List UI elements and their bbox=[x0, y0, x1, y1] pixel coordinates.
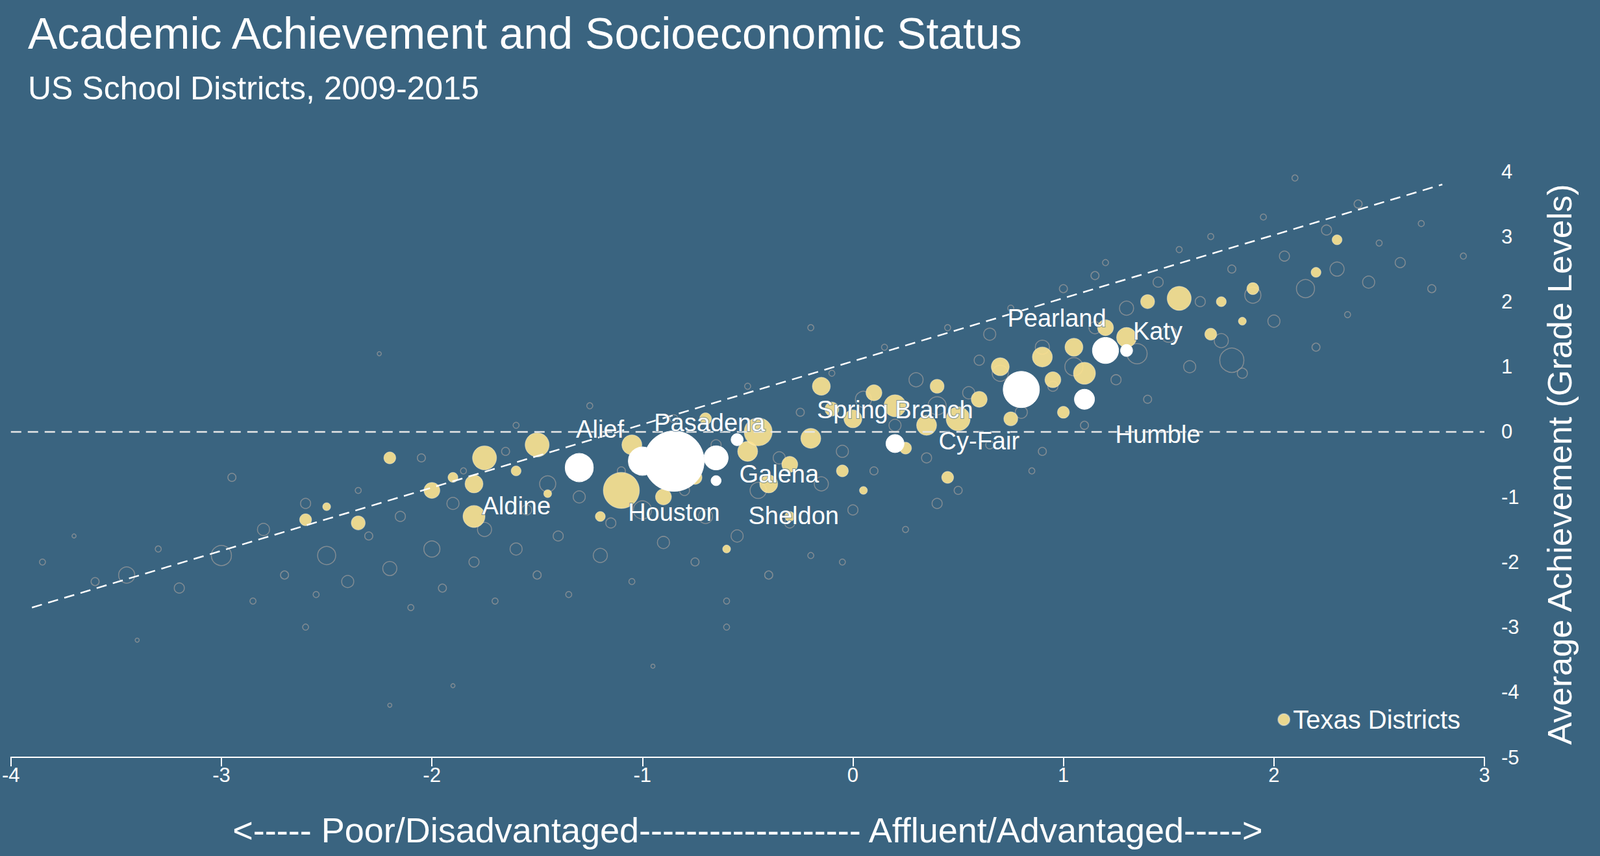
svg-text:-4: -4 bbox=[1501, 680, 1520, 704]
svg-text:Spring Branch: Spring Branch bbox=[816, 396, 974, 424]
svg-text:-1: -1 bbox=[1501, 485, 1520, 509]
svg-text:-1: -1 bbox=[633, 763, 652, 787]
svg-text:-4: -4 bbox=[1, 763, 21, 787]
svg-text:0: 0 bbox=[1501, 420, 1513, 443]
svg-text:<----- Poor/Disadvantaged-----: <----- Poor/Disadvantaged---------------… bbox=[232, 810, 1263, 850]
svg-text:Galena: Galena bbox=[738, 460, 819, 488]
svg-text:2: 2 bbox=[1501, 290, 1513, 313]
svg-text:US School Districts, 2009-2015: US School Districts, 2009-2015 bbox=[27, 70, 480, 107]
svg-text:2: 2 bbox=[1268, 763, 1280, 787]
svg-text:Alief: Alief bbox=[575, 415, 625, 443]
svg-text:3: 3 bbox=[1501, 225, 1513, 249]
svg-text:Academic Achievement and Socio: Academic Achievement and Socioeconomic S… bbox=[27, 8, 1023, 58]
svg-text:-2: -2 bbox=[422, 763, 441, 787]
svg-text:-3: -3 bbox=[212, 763, 231, 787]
svg-text:Katy: Katy bbox=[1133, 317, 1183, 345]
svg-text:Cy-Fair: Cy-Fair bbox=[938, 427, 1021, 455]
svg-text:Texas Districts: Texas Districts bbox=[1292, 705, 1461, 734]
svg-text:Sheldon: Sheldon bbox=[748, 501, 839, 530]
svg-text:3: 3 bbox=[1478, 763, 1490, 787]
svg-text:-5: -5 bbox=[1501, 746, 1520, 769]
svg-text:Pasadena: Pasadena bbox=[653, 409, 766, 437]
svg-text:4: 4 bbox=[1501, 160, 1513, 184]
svg-text:-3: -3 bbox=[1501, 615, 1520, 639]
svg-text:0: 0 bbox=[847, 763, 859, 787]
svg-text:1: 1 bbox=[1501, 355, 1513, 378]
svg-text:Aldine: Aldine bbox=[481, 492, 551, 520]
svg-text:Houston: Houston bbox=[627, 498, 721, 526]
svg-text:-2: -2 bbox=[1501, 550, 1520, 574]
svg-text:1: 1 bbox=[1057, 763, 1069, 787]
svg-text:Pearland: Pearland bbox=[1007, 304, 1106, 332]
svg-text:Average Achievement (Grade Lev: Average Achievement (Grade Levels) bbox=[1540, 183, 1579, 745]
svg-text:Humble: Humble bbox=[1115, 420, 1201, 449]
